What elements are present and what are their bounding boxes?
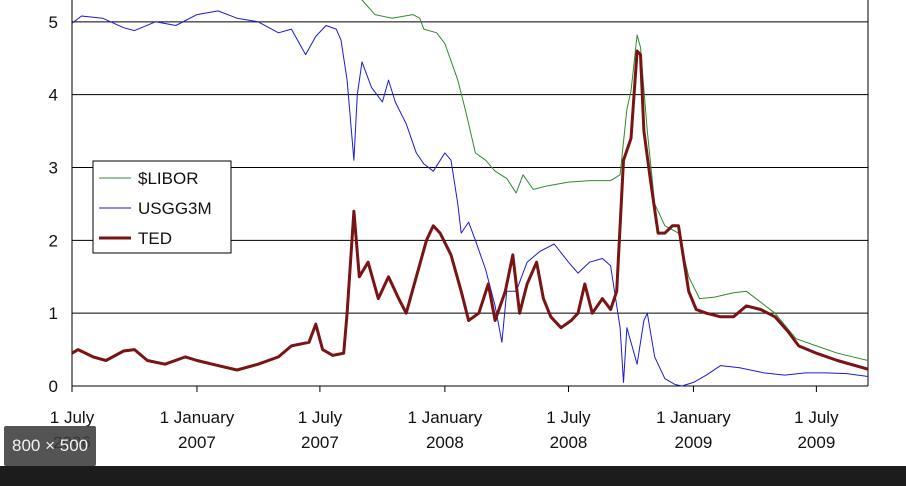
x-tick-label-line1: 1 July bbox=[794, 408, 839, 427]
x-tick-label-line2: 2009 bbox=[675, 433, 713, 452]
x-tick-label-line1: 1 January bbox=[160, 408, 235, 427]
x-tick-label-line1: 1 January bbox=[408, 408, 483, 427]
x-tick-label-line2: 2007 bbox=[301, 433, 339, 452]
x-tick-label-line2: 2008 bbox=[426, 433, 464, 452]
y-tick-label: 3 bbox=[49, 159, 58, 178]
legend: $LIBOR USGG3M TED bbox=[92, 160, 232, 254]
series-line-libor bbox=[361, 0, 868, 361]
y-tick-label: 1 bbox=[49, 304, 58, 323]
x-tick-label-line1: 1 July bbox=[546, 408, 591, 427]
bottom-bar bbox=[0, 466, 906, 486]
legend-label-ted: TED bbox=[138, 229, 172, 248]
legend-label-libor: $LIBOR bbox=[138, 169, 198, 188]
x-tick-label-line1: 1 July bbox=[50, 408, 95, 427]
x-tick-label-line2: 2007 bbox=[178, 433, 216, 452]
series-line-ted bbox=[72, 49, 868, 372]
y-tick-label: 0 bbox=[49, 377, 58, 396]
y-tick-label: 5 bbox=[49, 13, 58, 32]
series-lines bbox=[72, 0, 868, 387]
y-tick-label: 4 bbox=[49, 86, 58, 105]
legend-label-usgg3m: USGG3M bbox=[138, 199, 212, 218]
series-line-usgg3m bbox=[72, 10, 868, 387]
x-tick-label-line1: 1 July bbox=[298, 408, 343, 427]
x-tick-label-line1: 1 January bbox=[656, 408, 731, 427]
image-size-badge: 800 × 500 bbox=[4, 426, 97, 466]
x-tick-label-line2: 2009 bbox=[797, 433, 835, 452]
x-tick-label-line2: 2008 bbox=[550, 433, 588, 452]
y-tick-label: 2 bbox=[49, 231, 58, 250]
legend-box bbox=[92, 160, 232, 254]
